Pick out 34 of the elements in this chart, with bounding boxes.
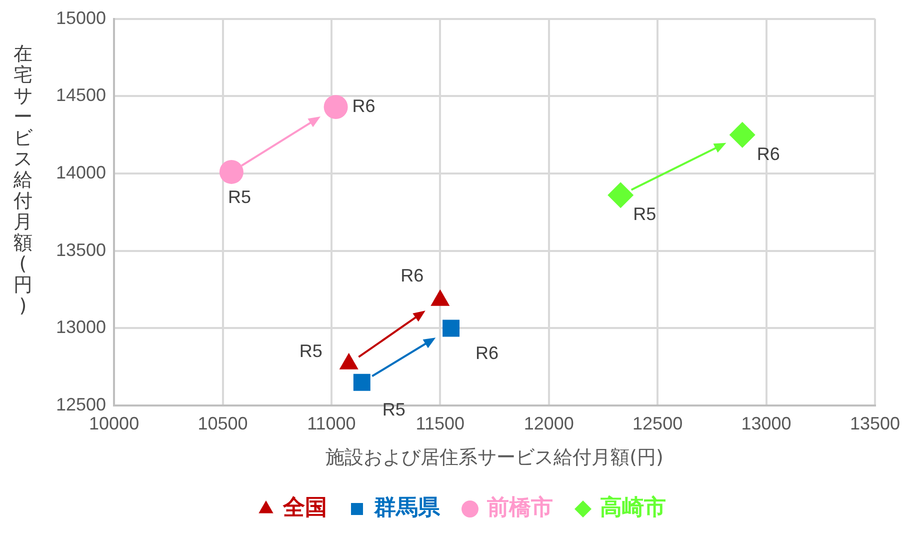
point (608, 182, 634, 208)
data-label: R6 (756, 144, 780, 164)
x-tick-label: 13500 (850, 413, 900, 434)
point (324, 94, 348, 119)
x-tick-label: 13000 (741, 413, 792, 434)
legend-label: 高崎市 (600, 494, 666, 521)
x-tick-label: 11000 (307, 413, 356, 434)
data-label: R6 (352, 96, 376, 116)
y-tick-label: 15000 (56, 8, 106, 28)
y-tick-label: 14000 (56, 162, 106, 182)
y-tick-label: 13000 (56, 317, 106, 338)
x-tick-label: 11500 (416, 413, 465, 434)
data-label: R5 (382, 399, 406, 420)
x-tick-label: 12500 (632, 413, 683, 434)
y-tick-label: 13500 (56, 240, 106, 260)
text: 在宅サービス給付月額(円) (14, 43, 32, 317)
x-tick-label: 10500 (198, 413, 248, 434)
point (729, 122, 756, 148)
data-label: R6 (400, 265, 424, 286)
point (442, 320, 460, 337)
data-label: R6 (476, 343, 499, 364)
x-tick-label: 10000 (89, 413, 140, 434)
point (353, 374, 370, 391)
y-tick-label: 14500 (56, 85, 106, 106)
data-label: R5 (633, 204, 656, 224)
legend-label: 前橋市 (486, 494, 553, 521)
data-label: R5 (299, 340, 322, 361)
data-label: R5 (228, 186, 251, 207)
point (219, 160, 244, 184)
y-tick-label: 12500 (56, 394, 106, 415)
x-tick-label: 12000 (524, 413, 574, 434)
legend-label: 群馬県 (373, 496, 441, 521)
legend-label: 全国 (282, 496, 327, 521)
x-axis-title: 施設および居住系サービス給付月額(円) (326, 446, 664, 469)
